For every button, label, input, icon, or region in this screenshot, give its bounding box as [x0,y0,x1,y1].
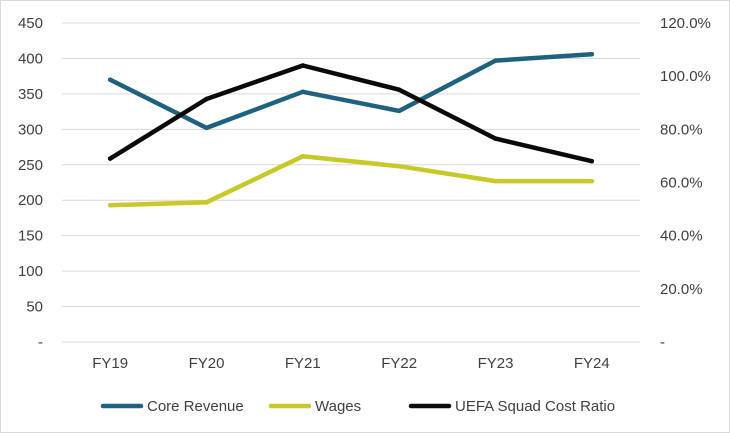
right-axis-tick-label: 60.0% [660,175,703,192]
data-point [300,89,306,95]
left-axis-tick-label: 350 [18,86,43,103]
series-line [107,154,595,208]
series-line [107,51,595,131]
right-axis-tick-label: 20.0% [660,281,703,298]
left-axis-tick-label: 150 [18,228,43,245]
data-point [589,51,595,57]
data-point [204,96,209,102]
x-axis: FY19 FY20 FY21 FY22 FY23 FY24 [92,355,610,372]
series-layer [107,51,595,208]
data-point [396,87,402,92]
data-point [396,108,402,114]
right-axis-tick-label: 100.0% [660,68,711,85]
left-axis-tick-label: 100 [18,263,43,280]
left-axis-tick-label: 450 [18,15,43,32]
left-axis-tick-label: - [38,334,43,351]
x-axis-tick-label: FY22 [381,355,417,372]
legend-label: Core Revenue [147,398,244,415]
data-point [204,200,209,205]
data-point [300,154,306,159]
legend-item: UEFA Squad Cost Ratio [408,398,615,415]
x-axis-tick-label: FY24 [574,355,610,372]
legend-label: UEFA Squad Cost Ratio [455,398,615,415]
right-axis-tick-label: 120.0% [660,15,711,32]
right-axis-tick-label: 80.0% [660,121,703,138]
series-wages [107,154,595,208]
data-point [300,63,306,68]
x-axis-tick-label: FY20 [189,355,225,372]
data-point [396,163,402,169]
left-axis-tick-label: 200 [18,192,43,209]
legend: Core Revenue Wages UEFA Squad Cost Ratio [100,398,615,415]
right-axis: - 20.0% 40.0% 60.0% 80.0% 100.0% 120.0% [660,15,711,351]
left-axis-tick-label: 250 [18,157,43,174]
data-point [493,58,498,63]
data-point [107,77,113,82]
data-point [493,178,498,184]
data-point [589,158,595,164]
left-axis-tick-label: 50 [26,299,43,316]
right-axis-tick-label: 40.0% [660,228,703,245]
series-line [107,63,595,164]
series-core-revenue [107,51,595,131]
left-axis: - 50 100 150 200 250 300 350 400 450 [18,15,43,351]
x-axis-tick-label: FY19 [92,355,128,372]
data-point [107,202,113,208]
x-axis-tick-label: FY23 [478,355,514,372]
legend-item: Wages [268,398,361,415]
legend-item: Core Revenue [100,398,244,415]
data-point [107,156,113,161]
x-axis-tick-label: FY21 [285,355,321,372]
data-point [493,136,498,141]
right-axis-tick-label: - [660,334,665,351]
left-axis-tick-label: 400 [18,50,43,67]
data-point [589,178,595,184]
left-axis-tick-label: 300 [18,121,43,138]
series-uefa-squad-cost-ratio [107,63,595,164]
data-point [204,125,209,131]
legend-label: Wages [315,398,361,415]
